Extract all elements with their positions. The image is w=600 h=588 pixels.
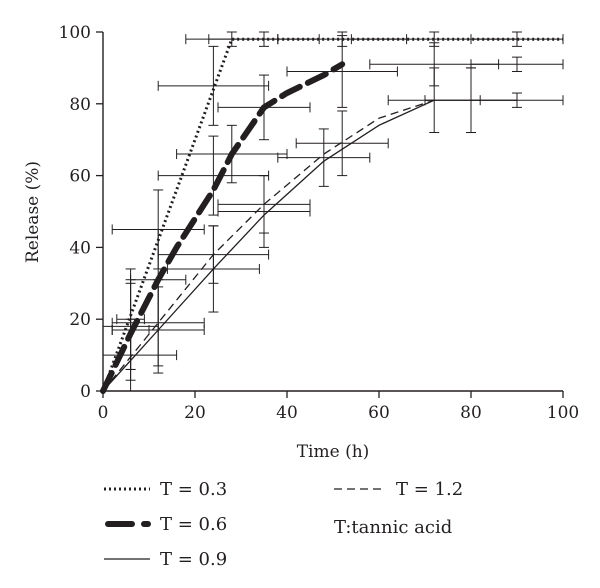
error-bars bbox=[102, 31, 564, 392]
error-bar bbox=[157, 135, 270, 216]
series-line-2 bbox=[100, 61, 346, 394]
legend-item-4: T = 1.2 bbox=[334, 479, 463, 500]
series-line-1 bbox=[101, 37, 563, 392]
y-tick-label: 60 bbox=[69, 167, 91, 187]
series-lines bbox=[100, 37, 563, 394]
error-bar bbox=[286, 35, 398, 108]
error-bar bbox=[157, 45, 270, 126]
series-line-3 bbox=[102, 99, 435, 392]
legend-label: T = 1.2 bbox=[396, 479, 463, 500]
legend-item-2: T = 0.6 bbox=[105, 514, 227, 535]
x-tick-label: 20 bbox=[184, 403, 206, 423]
x-tick-label: 0 bbox=[98, 403, 109, 423]
legend-label: T = 0.6 bbox=[160, 514, 227, 535]
x-tick-label: 100 bbox=[547, 403, 579, 423]
x-tick-label: 60 bbox=[368, 403, 390, 423]
error-bar bbox=[470, 56, 564, 72]
error-bar bbox=[295, 110, 389, 177]
error-bar bbox=[111, 279, 205, 367]
legend-item-3: T = 0.9 bbox=[104, 549, 227, 570]
x-tick-label: 40 bbox=[276, 403, 298, 423]
axes: 0 20 40 60 80 100 0 20 40 60 80 100 bbox=[59, 23, 580, 423]
error-bar bbox=[470, 31, 564, 47]
legend-label: T = 0.3 bbox=[160, 479, 227, 500]
y-tick-label: 100 bbox=[59, 23, 91, 43]
legend: T = 0.3 T = 0.6 T = 0.9 T = 1.2 bbox=[104, 479, 463, 570]
legend-note: T:tannic acid bbox=[334, 517, 452, 538]
legend-item-1: T = 0.3 bbox=[104, 479, 227, 500]
y-tick-label: 40 bbox=[69, 238, 91, 258]
y-tick-label: 80 bbox=[69, 95, 91, 115]
error-bar bbox=[424, 67, 518, 134]
y-tick-label: 20 bbox=[69, 310, 91, 330]
legend-label: T = 0.9 bbox=[160, 549, 227, 570]
series-line-4 bbox=[102, 99, 435, 392]
x-axis-label: Time (h) bbox=[297, 442, 370, 462]
x-tick-label: 80 bbox=[460, 403, 482, 423]
y-tick-label: 0 bbox=[80, 382, 91, 402]
error-bar bbox=[277, 128, 371, 187]
error-bar bbox=[217, 175, 311, 234]
y-axis-label: Release (%) bbox=[23, 161, 43, 263]
